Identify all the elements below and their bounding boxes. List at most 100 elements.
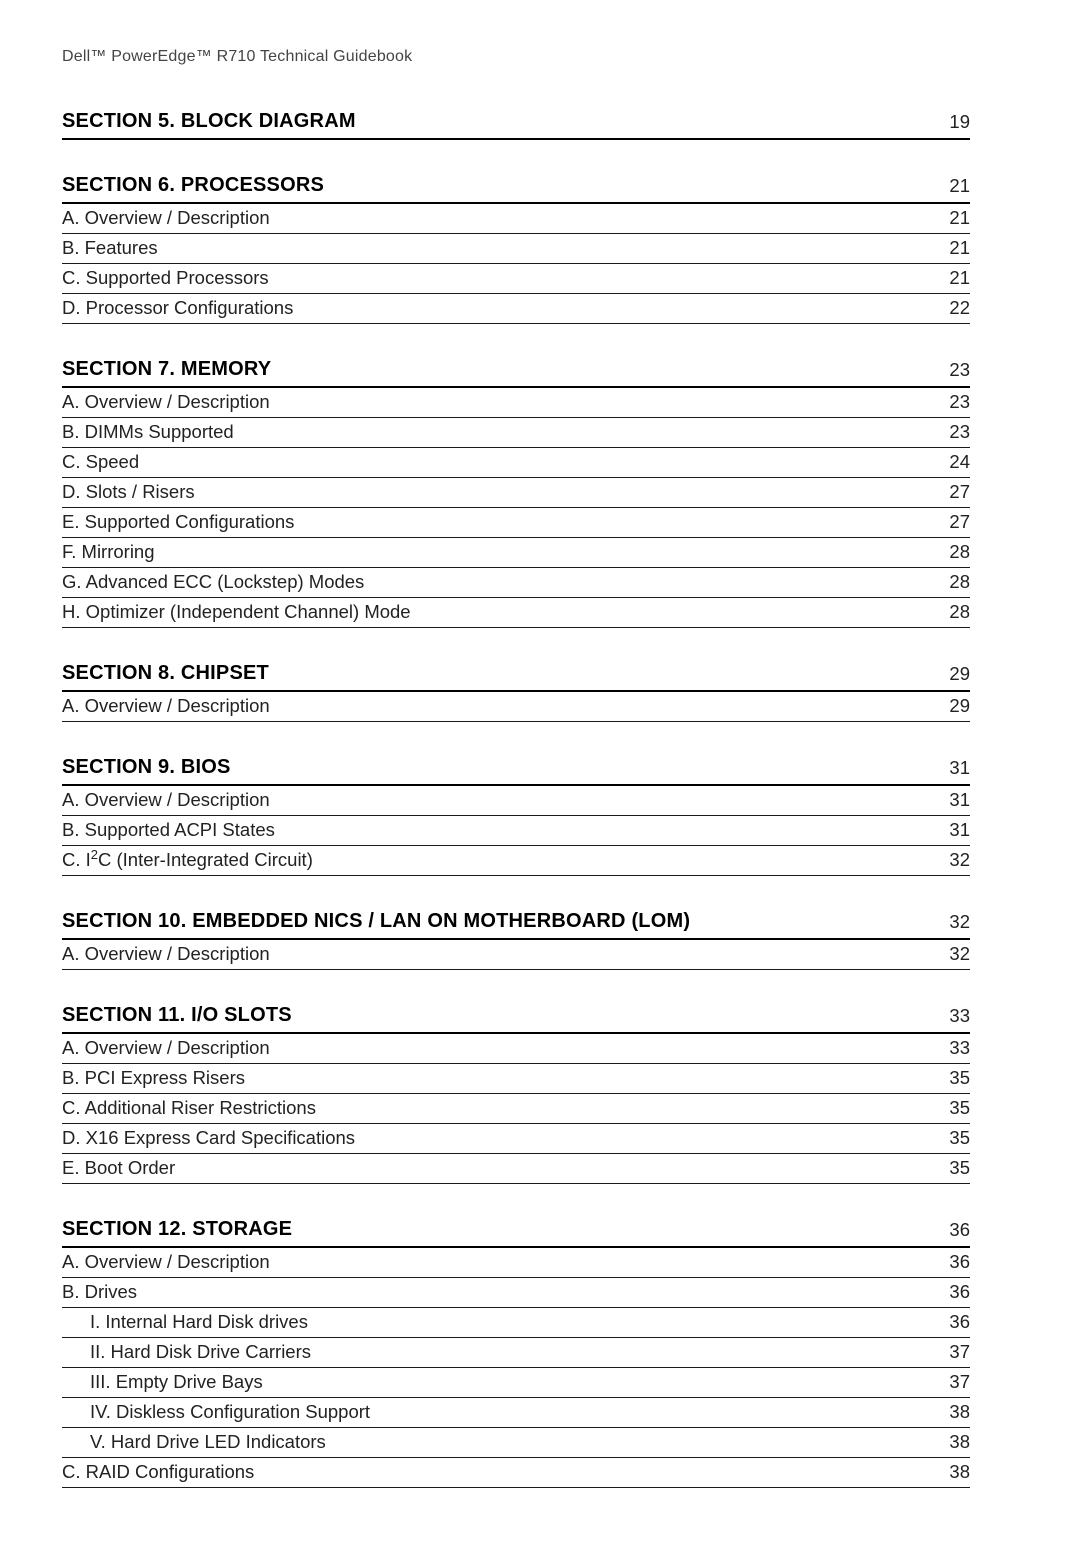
section-title-label: Section 5. Block Diagram (62, 110, 356, 133)
section-title-row: Section 7. Memory 23 (62, 354, 970, 388)
section-title-label: Section 11. I/O Slots (62, 1004, 292, 1027)
toc-entry-page: 27 (940, 511, 970, 533)
toc-entry-page: 27 (940, 481, 970, 503)
toc-entry-label: A. Overview / Description (62, 391, 270, 413)
toc-entry: D. Slots / Risers27 (62, 478, 970, 508)
toc-entry: C. Additional Riser Restrictions 35 (62, 1094, 970, 1124)
toc-entry-label: C. RAID Configurations (62, 1461, 254, 1483)
toc-entry-page: 36 (940, 1251, 970, 1273)
toc-entry-label: H. Optimizer (Independent Channel) Mode (62, 601, 411, 623)
toc-entry: B. Features 21 (62, 234, 970, 264)
toc-entry-label: A. Overview / Description (62, 1251, 270, 1273)
toc-entry-label: D. Processor Configurations (62, 297, 293, 319)
page: Dell™ PowerEdge™ R710 Technical Guideboo… (0, 0, 1080, 1548)
toc-entry-page: 21 (940, 207, 970, 229)
section-title-page: 32 (940, 911, 970, 933)
toc-section: Section 7. Memory23A. Overview / Descrip… (62, 354, 970, 628)
toc-entry: D. X16 Express Card Specifications 35 (62, 1124, 970, 1154)
toc-entry: E. Supported Configurations 27 (62, 508, 970, 538)
toc-entry: C. Speed24 (62, 448, 970, 478)
toc-section: Section 8. Chipset29A. Overview / Descri… (62, 658, 970, 722)
toc-entry-label: A. Overview / Description (62, 1037, 270, 1059)
toc-entry-page: 24 (940, 451, 970, 473)
section-title-label: Section 7. Memory (62, 358, 271, 381)
toc-entry-page: 29 (940, 695, 970, 717)
toc-entry: A. Overview / Description 23 (62, 388, 970, 418)
toc-entry-page: 21 (940, 237, 970, 259)
toc-entry: G. Advanced ECC (Lockstep) Modes 28 (62, 568, 970, 598)
toc-entry-page: 31 (940, 789, 970, 811)
section-title-row: Section 6. Processors 21 (62, 170, 970, 204)
toc-entry: III. Empty Drive Bays 37 (62, 1368, 970, 1398)
toc-entry-label: C. I2C (Inter-Integrated Circuit) (62, 849, 313, 871)
toc-entry-label: B. PCI Express Risers (62, 1067, 245, 1089)
section-title-label: Section 9. BIOS (62, 756, 231, 779)
toc-entry-label: B. DIMMs Supported (62, 421, 234, 443)
toc-entry-page: 35 (940, 1127, 970, 1149)
toc-entry-page: 38 (940, 1401, 970, 1423)
toc-entry-page: 35 (940, 1097, 970, 1119)
document-header: Dell™ PowerEdge™ R710 Technical Guideboo… (62, 48, 970, 66)
toc-entry-label: D. X16 Express Card Specifications (62, 1127, 355, 1149)
section-title-row: Section 12. Storage36 (62, 1214, 970, 1248)
toc-entry-label: IV. Diskless Configuration Support (62, 1401, 370, 1423)
toc-entry: A. Overview / Description 21 (62, 204, 970, 234)
toc-entry: I. Internal Hard Disk drives36 (62, 1308, 970, 1338)
section-title-page: 21 (940, 175, 970, 197)
toc-entry: A. Overview / Description 31 (62, 786, 970, 816)
toc-entry-page: 32 (940, 943, 970, 965)
toc-section: Section 11. I/O Slots 33 A. Overview / Des… (62, 1000, 970, 1184)
section-title-page: 31 (940, 757, 970, 779)
toc-entry-page: 36 (940, 1311, 970, 1333)
section-title-label: Section 6. Processors (62, 174, 324, 197)
section-title-page: 29 (940, 663, 970, 685)
toc-entry-page: 22 (940, 297, 970, 319)
toc-section: Section 6. Processors21A. Overview / Des… (62, 170, 970, 324)
toc-entry: B. DIMMs Supported 23 (62, 418, 970, 448)
toc-section: Section 5. Block Diagram 19 (62, 106, 970, 140)
toc-entry-label: III. Empty Drive Bays (62, 1371, 263, 1393)
toc-entry-page: 28 (940, 571, 970, 593)
toc-entry-label: A. Overview / Description (62, 207, 270, 229)
toc-entry-page: 31 (940, 819, 970, 841)
toc-entry-label: B. Supported ACPI States (62, 819, 275, 841)
toc-entry-page: 35 (940, 1157, 970, 1179)
toc-section: Section 12. Storage36 A. Overview / Descr… (62, 1214, 970, 1488)
toc-entry-page: 28 (940, 601, 970, 623)
toc-entry: B. Drives36 (62, 1278, 970, 1308)
toc-entry-label: B. Features (62, 237, 158, 259)
toc-entry-label: C. Additional Riser Restrictions (62, 1097, 316, 1119)
toc-entry-label: E. Boot Order (62, 1157, 175, 1179)
toc-entry: II. Hard Disk Drive Carriers37 (62, 1338, 970, 1368)
toc-entry-page: 35 (940, 1067, 970, 1089)
section-title-row: Section 8. Chipset29 (62, 658, 970, 692)
toc-section: Section 9. BIOS31A. Overview / Descripti… (62, 752, 970, 876)
toc-entry: F. Mirroring28 (62, 538, 970, 568)
toc-entry-label: G. Advanced ECC (Lockstep) Modes (62, 571, 364, 593)
toc-entry: C. Supported Processors21 (62, 264, 970, 294)
section-title-label: Section 10. Embedded NICs / LAN on Mothe… (62, 910, 690, 933)
toc-entry-page: 23 (940, 421, 970, 443)
toc-entry: C. RAID Configurations38 (62, 1458, 970, 1488)
toc-entry-page: 32 (940, 849, 970, 871)
toc-entry-label: V. Hard Drive LED Indicators (62, 1431, 326, 1453)
toc-entry-label: A. Overview / Description (62, 789, 270, 811)
toc-entry-page: 38 (940, 1431, 970, 1453)
section-title-row: Section 11. I/O Slots 33 (62, 1000, 970, 1034)
toc-entry-label: E. Supported Configurations (62, 511, 294, 533)
toc-entry-page: 37 (940, 1371, 970, 1393)
section-title-row: Section 10. Embedded NICs / LAN on Mothe… (62, 906, 970, 940)
toc-entry: A. Overview / Description29 (62, 692, 970, 722)
section-title-page: 23 (940, 359, 970, 381)
toc-entry-page: 21 (940, 267, 970, 289)
toc-entry-page: 37 (940, 1341, 970, 1363)
section-title-page: 36 (940, 1219, 970, 1241)
section-title-page: 19 (940, 111, 970, 133)
toc-entry: V. Hard Drive LED Indicators 38 (62, 1428, 970, 1458)
toc-entry: C. I2C (Inter-Integrated Circuit) 32 (62, 846, 970, 876)
toc-entry-label: A. Overview / Description (62, 943, 270, 965)
toc-entry-page: 23 (940, 391, 970, 413)
toc-entry: D. Processor Configurations 22 (62, 294, 970, 324)
toc-entry-page: 36 (940, 1281, 970, 1303)
section-title-page: 33 (940, 1005, 970, 1027)
